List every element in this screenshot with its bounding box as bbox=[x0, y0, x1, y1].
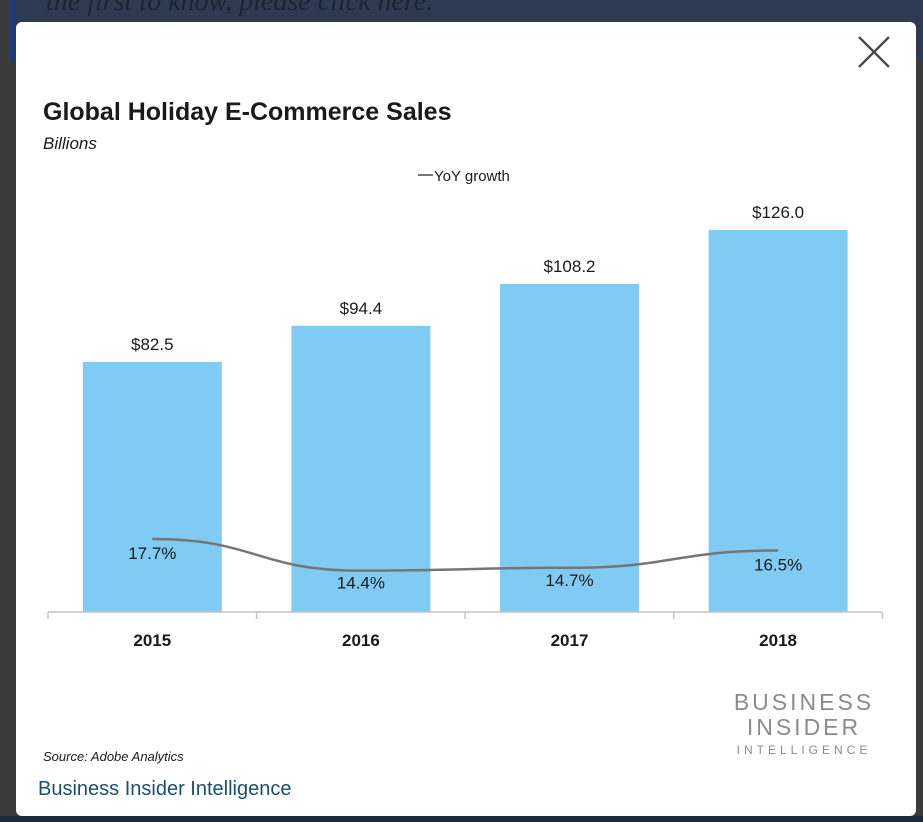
image-caption-link[interactable]: Business Insider Intelligence bbox=[38, 778, 292, 800]
logo-line-business: BUSINESS bbox=[733, 689, 875, 715]
bar-2016 bbox=[291, 325, 431, 612]
logo-line-insider: INSIDER bbox=[746, 714, 862, 740]
bar-2018 bbox=[708, 230, 848, 612]
chart-subtitle: Billions bbox=[43, 134, 97, 153]
bar-2015 bbox=[82, 361, 222, 612]
bar-value-label-2018: $126.0 bbox=[752, 203, 804, 222]
bar-value-label-2016: $94.4 bbox=[340, 299, 383, 318]
business-insider-intelligence-logo: BUSINESS INSIDER INTELLIGENCE bbox=[728, 689, 880, 758]
growth-label-2015: 17.7% bbox=[128, 544, 176, 563]
bar-2017 bbox=[500, 283, 639, 612]
source-note: Source: Adobe Analytics bbox=[43, 749, 184, 764]
growth-label-2018: 16.5% bbox=[754, 556, 802, 575]
x-tick-label-2015: 2015 bbox=[133, 631, 171, 650]
x-tick-label-2018: 2018 bbox=[759, 631, 797, 650]
close-x-icon bbox=[858, 36, 890, 68]
growth-label-2017: 14.7% bbox=[545, 571, 593, 590]
logo-line-intelligence: INTELLIGENCE bbox=[736, 743, 872, 757]
bar-chart: $82.5 2015 $94.4 2016 $108.2 2017 $126.0 2018 17… bbox=[47, 168, 884, 650]
bar-value-label-2015: $82.5 bbox=[131, 335, 174, 354]
bar-value-label-2017: $108.2 bbox=[544, 257, 596, 276]
background-bottom-strip bbox=[0, 816, 923, 822]
growth-series-line bbox=[152, 537, 779, 572]
background-banner-text: the first to know, please click here. bbox=[46, 0, 434, 17]
growth-label-2016: 14.4% bbox=[337, 574, 385, 593]
close-button[interactable] bbox=[856, 34, 892, 70]
chart-title: Global Holiday E-Commerce Sales bbox=[43, 98, 452, 126]
image-modal: Global Holiday E-Commerce Sales Billions… bbox=[16, 22, 916, 816]
x-tick-label-2016: 2016 bbox=[342, 631, 380, 650]
x-tick-label-2017: 2017 bbox=[551, 631, 589, 650]
legend-label-yoy-growth: YoY growth bbox=[434, 168, 510, 185]
